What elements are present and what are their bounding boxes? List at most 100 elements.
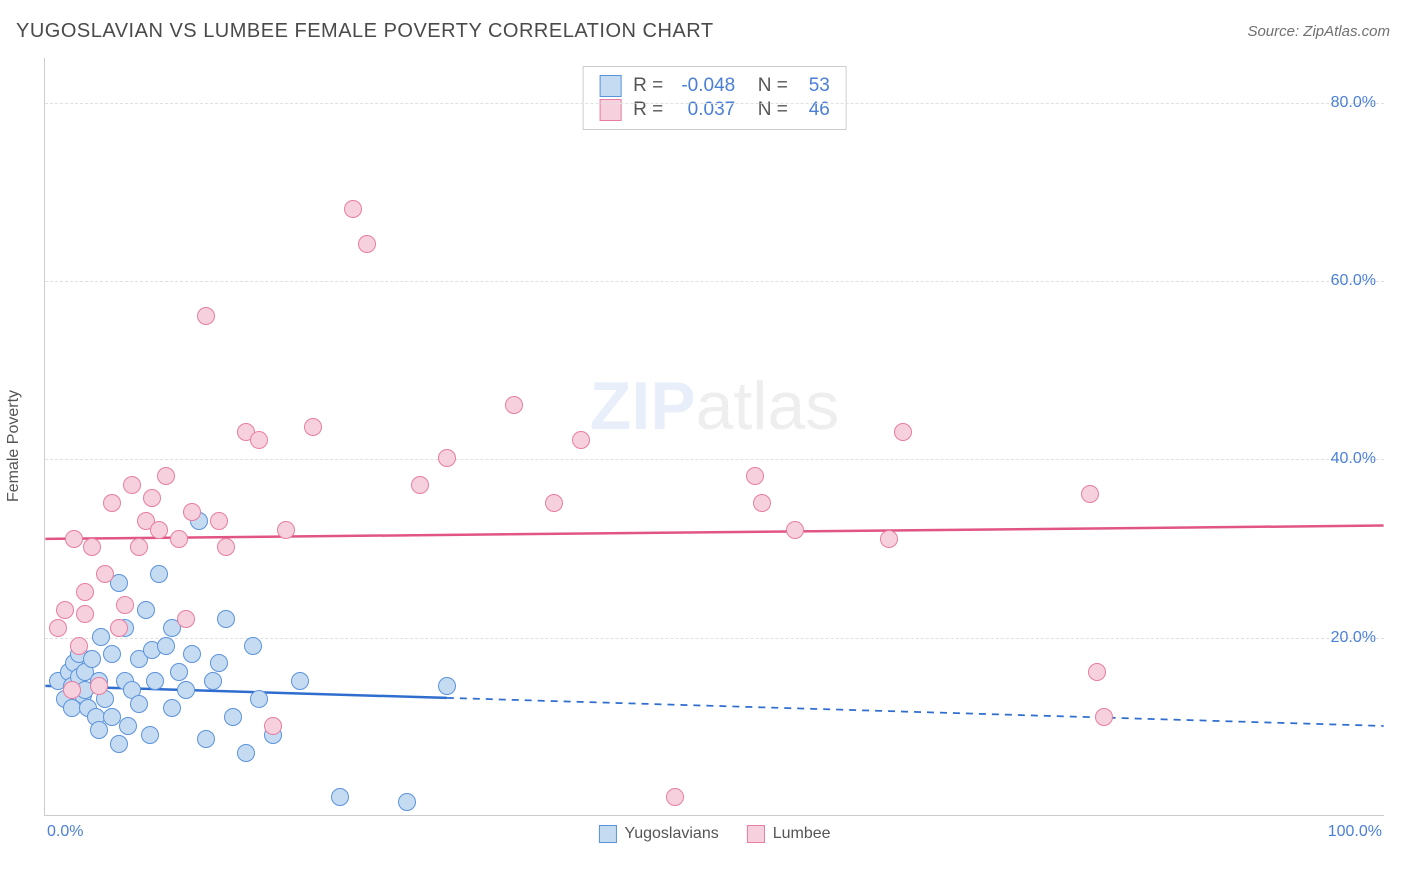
scatter-point [123,476,141,494]
scatter-point [110,735,128,753]
scatter-point [130,538,148,556]
scatter-point [344,200,362,218]
scatter-point [56,601,74,619]
scatter-point [130,695,148,713]
scatter-point [170,663,188,681]
y-tick-label: 80.0% [1331,94,1376,112]
gridline [45,103,1384,104]
gridline [45,281,1384,282]
scatter-point [163,699,181,717]
scatter-point [157,637,175,655]
scatter-point [358,235,376,253]
stat-n-value: 53 [800,75,830,97]
scatter-point [65,530,83,548]
scatter-point [304,418,322,436]
scatter-point [137,601,155,619]
legend-swatch [598,825,616,843]
scatter-point [177,681,195,699]
scatter-point [1081,485,1099,503]
scatter-point [894,423,912,441]
legend-bottom: Yugoslavians Lumbee [598,825,830,843]
scatter-point [210,654,228,672]
scatter-point [183,503,201,521]
gridline [45,459,1384,460]
scatter-point [438,677,456,695]
scatter-point [250,431,268,449]
scatter-point [250,690,268,708]
scatter-point [90,721,108,739]
scatter-point [197,730,215,748]
scatter-point [143,489,161,507]
x-tick-label: 0.0% [47,823,83,841]
scatter-point [146,672,164,690]
x-tick-label: 100.0% [1328,823,1382,841]
scatter-point [264,717,282,735]
scatter-point [170,530,188,548]
scatter-point [217,610,235,628]
scatter-point [197,307,215,325]
scatter-point [150,521,168,539]
scatter-point [83,650,101,668]
stat-r-value: -0.048 [675,75,735,97]
legend-swatch [747,825,765,843]
scatter-point [545,494,563,512]
y-tick-label: 20.0% [1331,629,1376,647]
chart-title: YUGOSLAVIAN VS LUMBEE FEMALE POVERTY COR… [16,20,714,43]
scatter-point [753,494,771,512]
scatter-point [96,565,114,583]
legend-label: Yugoslavians [624,825,718,843]
scatter-point [157,467,175,485]
scatter-point [880,530,898,548]
stats-row: R = -0.048 N = 53 [599,75,830,97]
scatter-point [204,672,222,690]
scatter-point [666,788,684,806]
scatter-point [119,717,137,735]
chart-plot-area: ZIPatlas R =-0.048 N =53R =0.037 N =46 Y… [44,58,1384,816]
scatter-point [70,637,88,655]
scatter-point [411,476,429,494]
scatter-point [277,521,295,539]
scatter-point [150,565,168,583]
stats-legend-box: R =-0.048 N =53R =0.037 N =46 [582,66,847,130]
scatter-point [116,596,134,614]
scatter-point [1095,708,1113,726]
scatter-point [1088,663,1106,681]
stat-n-label: N = [747,75,788,97]
scatter-point [438,449,456,467]
header: YUGOSLAVIAN VS LUMBEE FEMALE POVERTY COR… [16,20,1390,43]
scatter-point [103,645,121,663]
legend-item: Yugoslavians [598,825,718,843]
scatter-point [183,645,201,663]
scatter-point [746,467,764,485]
scatter-point [92,628,110,646]
scatter-point [237,744,255,762]
legend-item: Lumbee [747,825,831,843]
scatter-point [83,538,101,556]
watermark: ZIPatlas [590,367,839,445]
scatter-point [224,708,242,726]
scatter-point [291,672,309,690]
scatter-point [90,677,108,695]
scatter-point [110,619,128,637]
scatter-point [505,396,523,414]
scatter-point [177,610,195,628]
scatter-point [244,637,262,655]
scatter-point [217,538,235,556]
y-tick-label: 40.0% [1331,450,1376,468]
scatter-point [103,494,121,512]
y-axis-label: Female Poverty [5,390,23,502]
y-tick-label: 60.0% [1331,272,1376,290]
stat-r-label: R = [633,75,663,97]
source-label: Source: ZipAtlas.com [1247,23,1390,40]
legend-label: Lumbee [773,825,831,843]
scatter-point [786,521,804,539]
scatter-point [331,788,349,806]
scatter-point [572,431,590,449]
scatter-point [49,619,67,637]
scatter-point [141,726,159,744]
scatter-point [76,605,94,623]
scatter-point [76,583,94,601]
scatter-point [63,681,81,699]
legend-swatch [599,75,621,97]
scatter-point [398,793,416,811]
